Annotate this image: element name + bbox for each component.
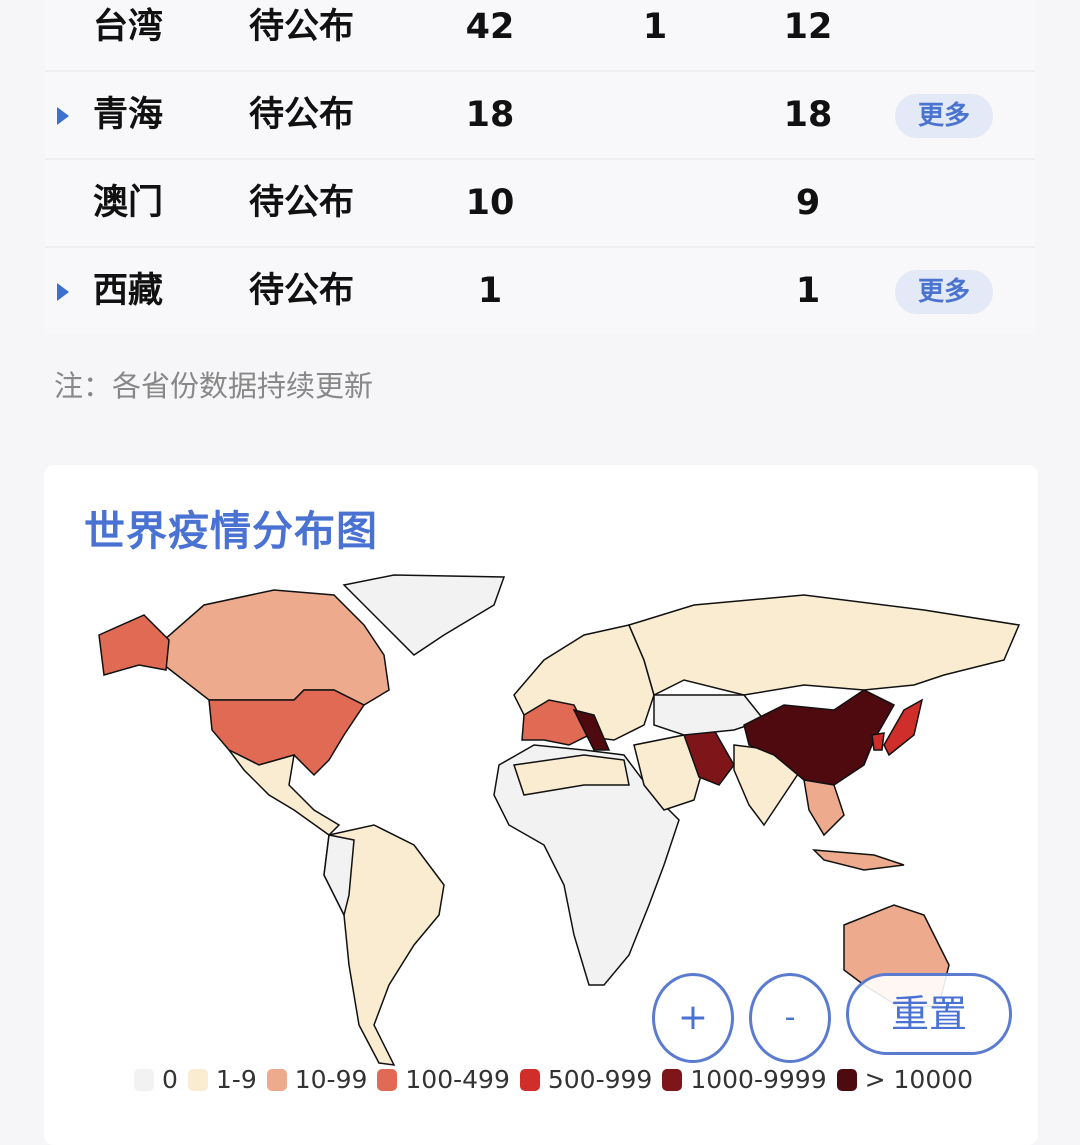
recovered: 9 bbox=[795, 183, 821, 223]
confirmed: 1 bbox=[477, 271, 503, 311]
legend-item: 10-99 bbox=[266, 1065, 368, 1094]
region-indonesia bbox=[812, 849, 905, 871]
legend-swatch bbox=[187, 1068, 208, 1091]
legend-label: 0 bbox=[162, 1065, 178, 1094]
region-alaska bbox=[98, 614, 170, 676]
region-china bbox=[743, 689, 896, 786]
legend-swatch bbox=[134, 1068, 154, 1091]
table-row: 澳门 待公布 10 9 bbox=[45, 160, 1035, 248]
deaths bbox=[615, 160, 695, 246]
province-table: 台湾 待公布 42 1 12 青海 待公布 18 18 更多 澳门 待公布 10… bbox=[45, 0, 1035, 334]
region-greenland bbox=[342, 574, 506, 656]
legend-label: 10-99 bbox=[294, 1065, 368, 1094]
legend-item: 0 bbox=[134, 1065, 178, 1094]
table-row: 台湾 待公布 42 1 12 bbox=[45, 0, 1035, 72]
region-north-africa bbox=[513, 754, 630, 796]
province-name: 台湾 bbox=[93, 7, 164, 47]
legend-label: 1000-9999 bbox=[690, 1065, 827, 1094]
deaths bbox=[615, 72, 695, 158]
legend-item: > 10000 bbox=[836, 1065, 974, 1094]
confirmed: 42 bbox=[465, 7, 515, 47]
province-name: 青海 bbox=[93, 95, 164, 135]
expand-triangle-icon[interactable] bbox=[57, 283, 69, 301]
zoom-in-button[interactable]: + bbox=[652, 973, 734, 1063]
table-row[interactable]: 青海 待公布 18 18 更多 bbox=[45, 72, 1035, 160]
update-note: 注：各省份数据持续更新 bbox=[54, 369, 374, 403]
recovered: 12 bbox=[783, 7, 833, 47]
legend-label: 500-999 bbox=[547, 1065, 653, 1094]
region-south-america bbox=[323, 824, 445, 1066]
legend-item: 1000-9999 bbox=[662, 1065, 827, 1094]
world-map[interactable] bbox=[44, 465, 1038, 1085]
legend-label: 1-9 bbox=[215, 1065, 257, 1094]
region-korea bbox=[871, 732, 885, 751]
legend-swatch bbox=[662, 1068, 683, 1091]
region-southeast-asia bbox=[803, 779, 845, 837]
region-russia bbox=[627, 594, 1021, 697]
status: 待公布 bbox=[249, 95, 355, 135]
world-map-card: 世界疫情分布图 bbox=[44, 465, 1038, 1145]
legend-swatch bbox=[836, 1068, 857, 1091]
legend-swatch bbox=[266, 1068, 287, 1091]
region-italy-spain-france bbox=[521, 699, 591, 746]
province-name: 西藏 bbox=[93, 271, 164, 311]
province-name: 澳门 bbox=[93, 183, 164, 223]
region-japan bbox=[883, 698, 924, 757]
expand-triangle-icon[interactable] bbox=[57, 107, 69, 125]
legend-item: 100-499 bbox=[377, 1065, 510, 1094]
legend-label: > 10000 bbox=[864, 1065, 974, 1094]
reset-button[interactable]: 重置 bbox=[846, 973, 1012, 1055]
legend-item: 1-9 bbox=[187, 1065, 257, 1094]
confirmed: 18 bbox=[465, 95, 515, 135]
region-south-america-west bbox=[323, 834, 355, 918]
status: 待公布 bbox=[249, 7, 355, 47]
more-button[interactable]: 更多 bbox=[895, 94, 993, 138]
map-title: 世界疫情分布图 bbox=[84, 507, 378, 555]
status: 待公布 bbox=[249, 271, 355, 311]
recovered: 18 bbox=[783, 95, 833, 135]
recovered: 1 bbox=[795, 271, 821, 311]
region-canada bbox=[163, 589, 390, 706]
legend-swatch bbox=[377, 1068, 398, 1091]
deaths bbox=[615, 248, 695, 334]
legend-item: 500-999 bbox=[519, 1065, 653, 1094]
region-italy bbox=[572, 708, 611, 751]
zoom-out-button[interactable]: - bbox=[749, 973, 831, 1063]
legend-swatch bbox=[519, 1068, 540, 1091]
legend-label: 100-499 bbox=[405, 1065, 510, 1094]
map-legend: 0 1-9 10-99 100-499 500-999 1000-9999 > 10000 bbox=[134, 1065, 983, 1094]
region-mexico bbox=[228, 749, 341, 836]
confirmed: 10 bbox=[465, 183, 515, 223]
more-button[interactable]: 更多 bbox=[895, 270, 993, 314]
status: 待公布 bbox=[249, 183, 355, 223]
deaths: 1 bbox=[642, 7, 668, 47]
region-africa bbox=[493, 744, 680, 986]
table-row[interactable]: 西藏 待公布 1 1 更多 bbox=[45, 248, 1035, 334]
region-central-asia bbox=[653, 694, 766, 736]
